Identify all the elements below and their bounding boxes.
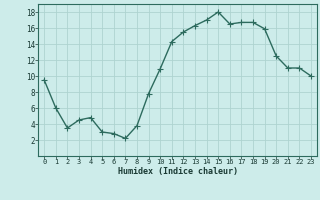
X-axis label: Humidex (Indice chaleur): Humidex (Indice chaleur) — [118, 167, 238, 176]
